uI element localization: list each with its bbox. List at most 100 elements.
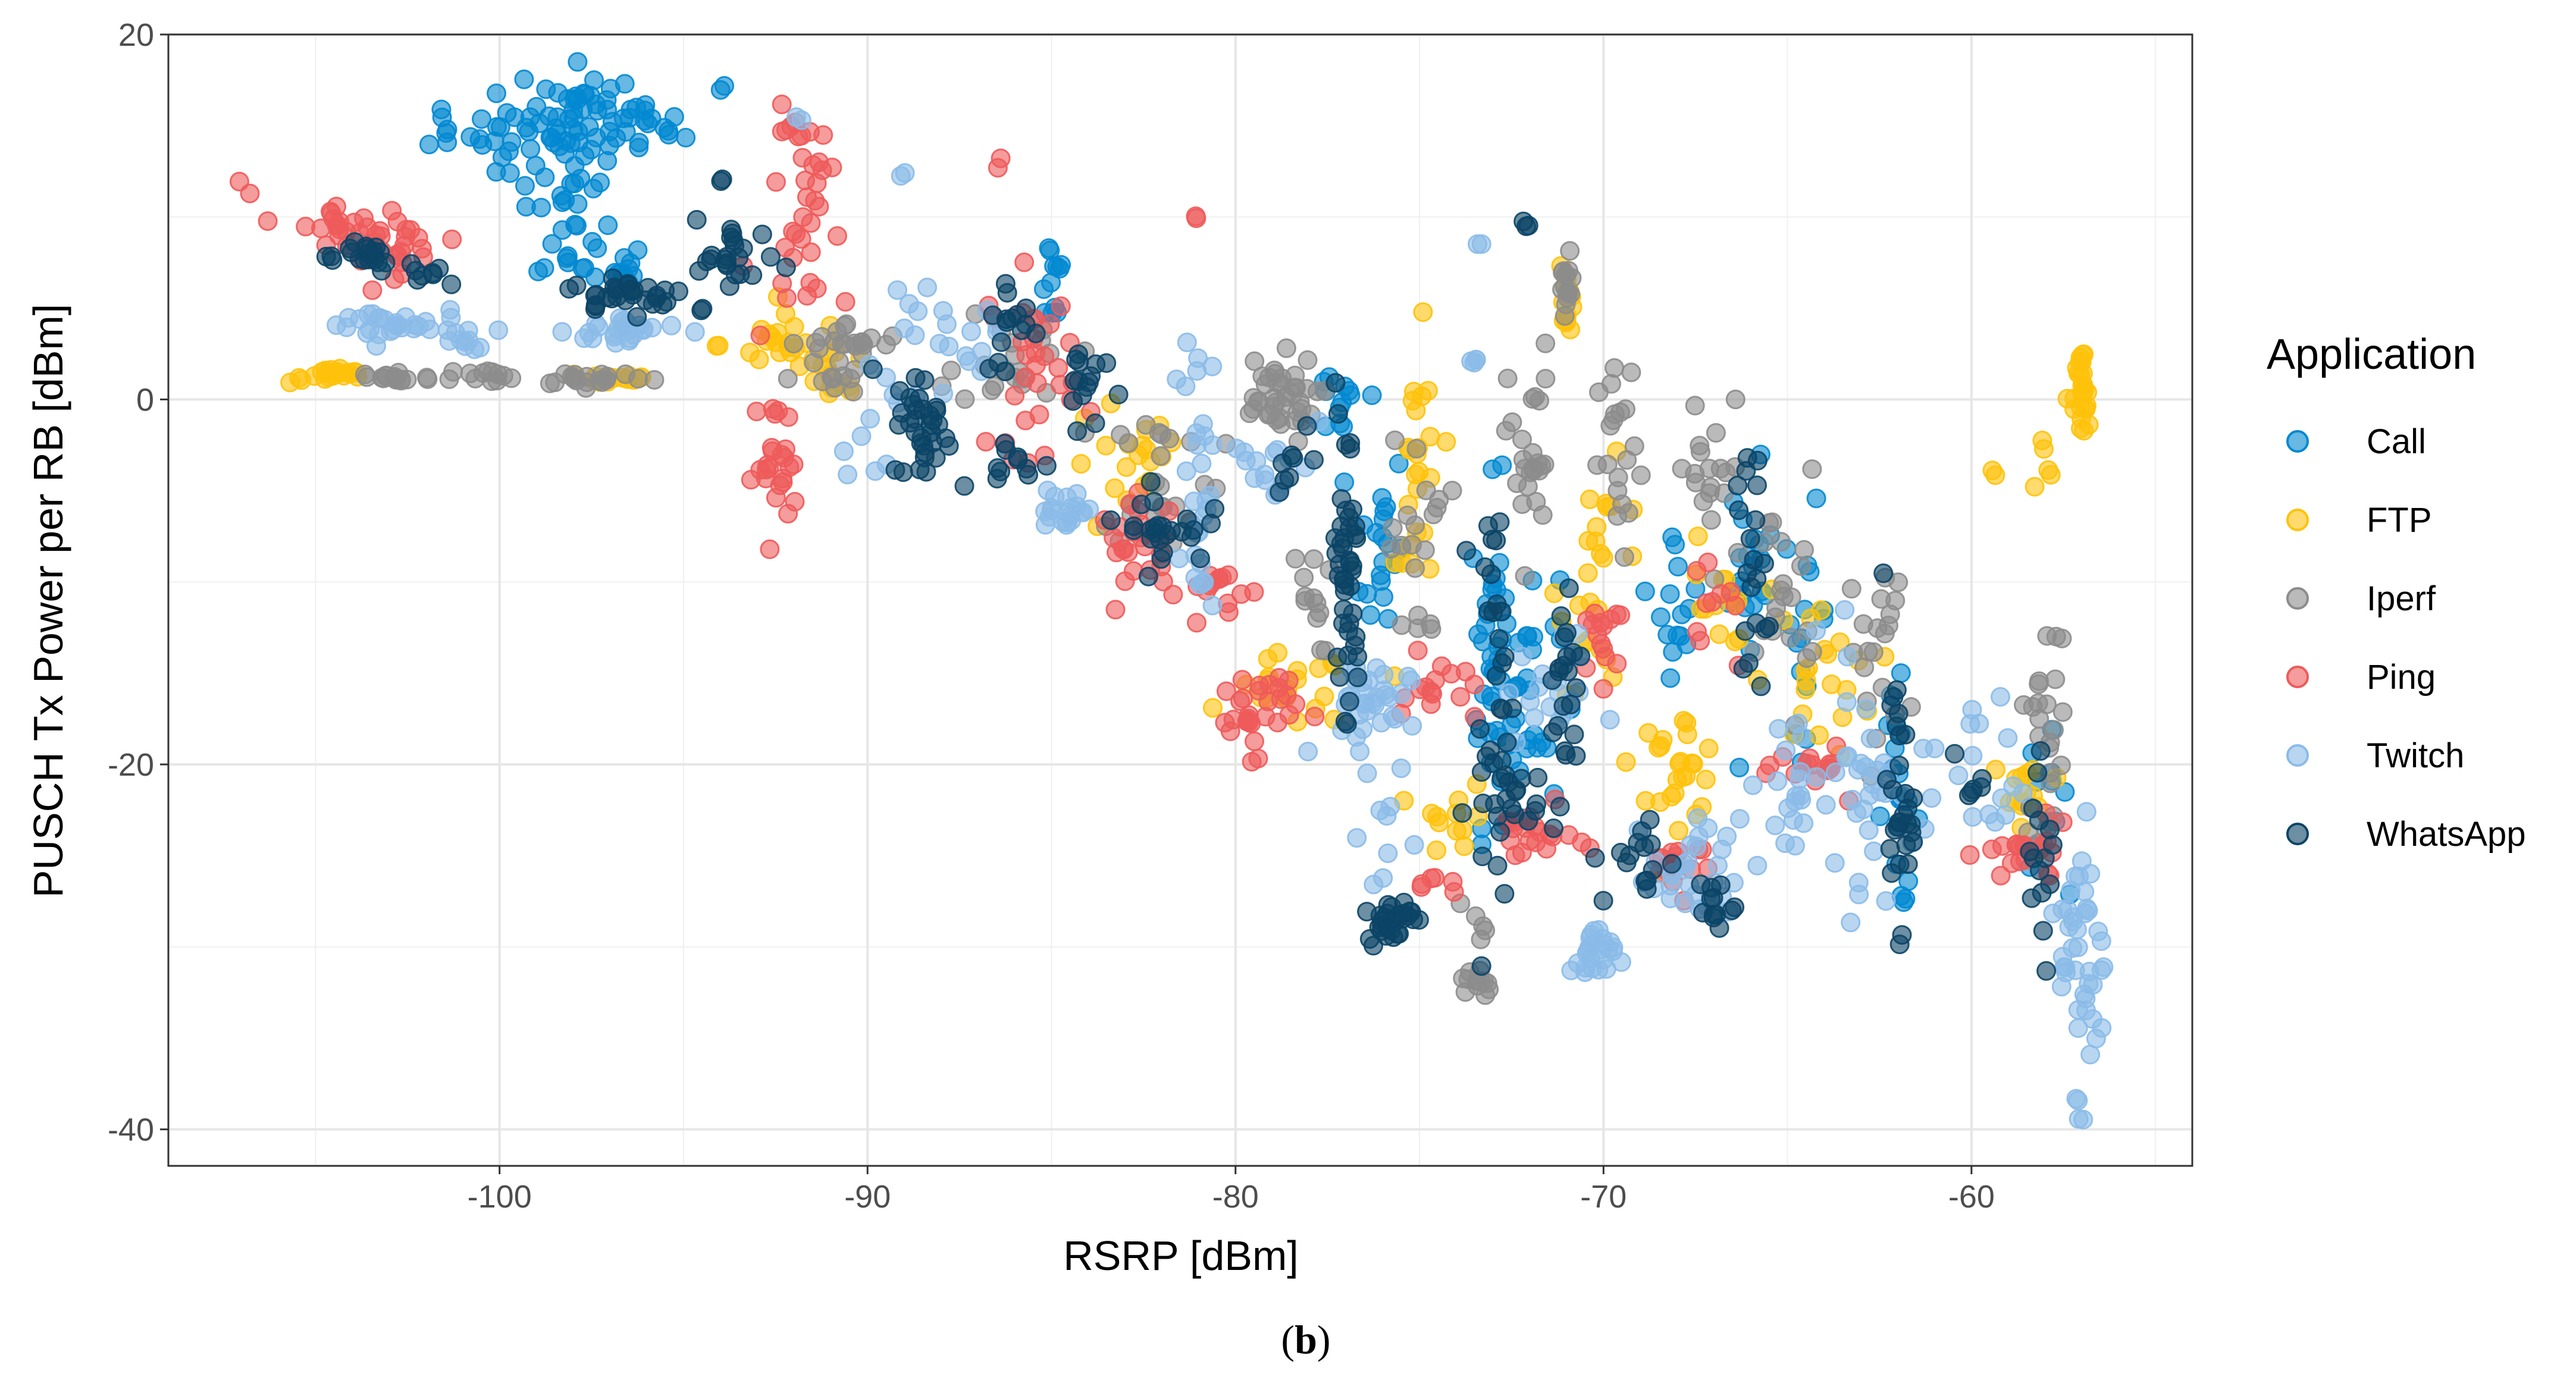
data-point-iperf — [1285, 548, 1305, 569]
data-point-ftp — [1412, 386, 1432, 406]
data-point-ping — [258, 211, 278, 231]
data-point-twitch — [2013, 783, 2033, 804]
data-point-twitch — [838, 465, 858, 485]
data-point-ping — [296, 217, 316, 237]
data-point-whatsapp — [1339, 613, 1359, 633]
data-point-call — [1389, 453, 1409, 473]
data-point-whatsapp — [1528, 767, 1548, 788]
data-point-whatsapp — [760, 247, 781, 267]
data-point-whatsapp — [623, 280, 644, 300]
data-point-whatsapp — [1491, 751, 1512, 771]
data-point-whatsapp — [1019, 465, 1038, 485]
data-point-twitch — [2058, 900, 2077, 920]
data-point-whatsapp — [1640, 810, 1660, 830]
data-point-ping — [229, 171, 249, 192]
data-point-twitch — [2088, 921, 2108, 942]
caption-close-paren: ) — [1317, 1317, 1331, 1362]
data-point-twitch — [1860, 729, 1881, 748]
data-point-twitch — [939, 337, 959, 357]
data-point-whatsapp — [1564, 724, 1584, 745]
data-point-twitch — [1187, 435, 1207, 455]
data-point-call — [514, 69, 534, 89]
data-point-call — [541, 127, 562, 148]
data-point-ping — [991, 148, 1011, 168]
data-point-iperf — [822, 367, 842, 387]
data-point-whatsapp — [1566, 678, 1586, 698]
data-point-whatsapp — [1140, 472, 1161, 492]
data-point-iperf — [1621, 362, 1641, 382]
data-point-ping — [1607, 654, 1627, 674]
data-point-ping — [809, 196, 829, 217]
data-point-ftp — [1698, 738, 1719, 758]
data-point-whatsapp — [1961, 782, 1982, 802]
data-point-call — [676, 127, 696, 148]
data-point-ping — [1027, 373, 1047, 393]
legend-key-ping — [2286, 666, 2309, 688]
data-point-whatsapp — [1124, 516, 1144, 537]
data-point-call — [1806, 488, 1826, 509]
data-point-whatsapp — [1359, 929, 1380, 949]
data-point-iperf — [2045, 669, 2066, 689]
data-point-whatsapp — [1880, 839, 1900, 859]
data-point-whatsapp — [1270, 482, 1290, 502]
data-point-iperf — [615, 364, 635, 384]
data-point-twitch — [1838, 746, 1858, 766]
data-point-whatsapp — [979, 359, 999, 379]
data-point-whatsapp — [1490, 698, 1510, 719]
data-point-whatsapp — [692, 299, 713, 319]
data-point-ftp — [1203, 698, 1223, 718]
data-point-whatsapp — [1472, 846, 1493, 867]
data-point-iperf — [1496, 421, 1516, 441]
data-point-ping — [1029, 404, 1049, 425]
data-point-twitch — [1177, 333, 1197, 353]
data-point-whatsapp — [988, 458, 1008, 478]
data-point-ftp — [2025, 476, 2045, 497]
data-point-iperf — [829, 352, 849, 372]
data-point-twitch — [1837, 647, 1857, 667]
data-point-whatsapp — [1330, 667, 1350, 687]
data-point-twitch — [662, 315, 681, 335]
data-point-whatsapp — [1542, 670, 1562, 690]
data-point-call — [2055, 782, 2075, 802]
data-point-whatsapp — [715, 249, 735, 269]
data-point-ping — [1585, 603, 1605, 623]
data-point-ping — [772, 469, 792, 488]
data-point-ping — [761, 438, 782, 458]
caption-open-paren: ( — [1281, 1317, 1295, 1362]
data-point-twitch — [933, 301, 953, 321]
data-point-twitch — [582, 328, 603, 349]
data-point-twitch — [1876, 891, 1896, 911]
data-point-whatsapp — [1553, 696, 1574, 716]
data-point-whatsapp — [1555, 627, 1575, 647]
data-point-ftp — [1453, 820, 1473, 840]
data-point-twitch — [1380, 796, 1400, 817]
data-point-call — [520, 107, 540, 127]
data-point-whatsapp — [1662, 854, 1682, 874]
data-point-whatsapp — [559, 279, 579, 299]
data-point-call — [565, 89, 585, 109]
data-point-whatsapp — [1559, 578, 1579, 598]
data-point-call — [515, 175, 535, 196]
data-point-twitch — [1689, 826, 1709, 846]
data-point-ftp — [1105, 478, 1125, 498]
data-point-ftp — [318, 367, 339, 387]
data-point-iperf — [1631, 465, 1651, 485]
data-point-ftp — [2079, 415, 2099, 435]
data-point-call — [535, 167, 555, 187]
data-point-iperf — [1518, 476, 1538, 497]
data-point-twitch — [2078, 901, 2098, 921]
data-point-whatsapp — [1085, 413, 1105, 433]
data-point-iperf — [1607, 506, 1628, 526]
data-point-whatsapp — [1340, 433, 1361, 453]
data-point-ping — [1526, 832, 1546, 852]
data-point-ping — [1220, 721, 1240, 741]
data-point-twitch — [1859, 785, 1879, 805]
data-point-twitch — [1963, 807, 1983, 827]
data-point-iperf — [1791, 556, 1811, 576]
data-point-twitch — [1468, 234, 1487, 254]
data-point-twitch — [1346, 727, 1367, 747]
data-point-whatsapp — [1741, 577, 1762, 597]
data-point-ping — [1232, 670, 1252, 690]
data-point-twitch — [1825, 763, 1845, 782]
x-tick-label: -100 — [468, 1179, 532, 1215]
